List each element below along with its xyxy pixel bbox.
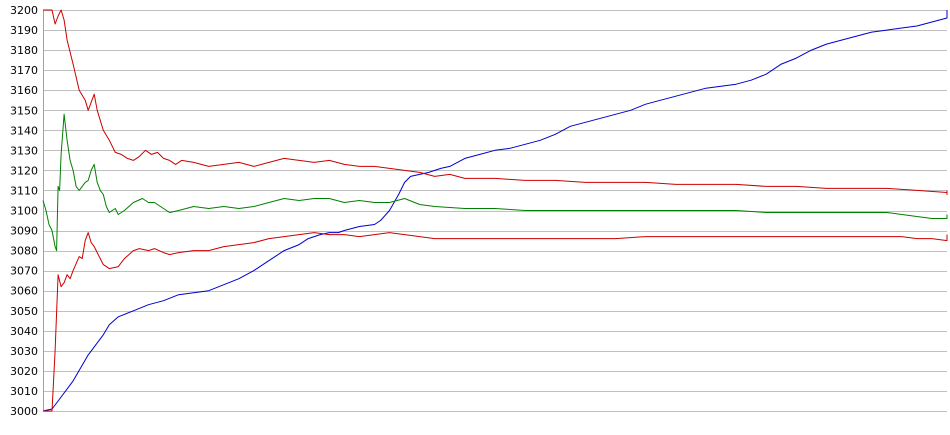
y-tick-label: 3020 [10, 365, 38, 378]
y-tick-label: 3030 [10, 345, 38, 358]
y-tick-label: 3170 [10, 64, 38, 77]
y-tick-label: 3120 [10, 164, 38, 177]
y-tick-label: 3070 [10, 265, 38, 278]
y-tick-label: 3100 [10, 205, 38, 218]
y-tick-label: 3060 [10, 285, 38, 298]
y-tick-label: 3200 [10, 4, 38, 17]
y-tick-label: 3090 [10, 225, 38, 238]
series-line-3 [42, 113, 948, 252]
y-tick-label: 3010 [10, 385, 38, 398]
y-tick-label: 3190 [10, 24, 38, 37]
y-tick-label: 3080 [10, 245, 38, 258]
y-tick-label: 3130 [10, 144, 38, 157]
series-line-1 [42, 10, 948, 412]
y-tick-label: 3140 [10, 124, 38, 137]
y-tick-label: 3050 [10, 305, 38, 318]
series-line-2 [43, 9, 948, 195]
series-line-4 [43, 232, 948, 412]
y-tick-label: 3150 [10, 104, 38, 117]
y-tick-label: 3000 [10, 405, 38, 418]
y-tick-label: 3180 [10, 44, 38, 57]
y-tick-label: 3160 [10, 84, 38, 97]
series-lines [42, 9, 948, 412]
y-tick-label: 3040 [10, 325, 38, 338]
y-tick-label: 3110 [10, 184, 38, 197]
y-tick-labels: 3000 3010 3020 3030 3040 3050 3060 3070 3080 3090… [10, 4, 38, 418]
